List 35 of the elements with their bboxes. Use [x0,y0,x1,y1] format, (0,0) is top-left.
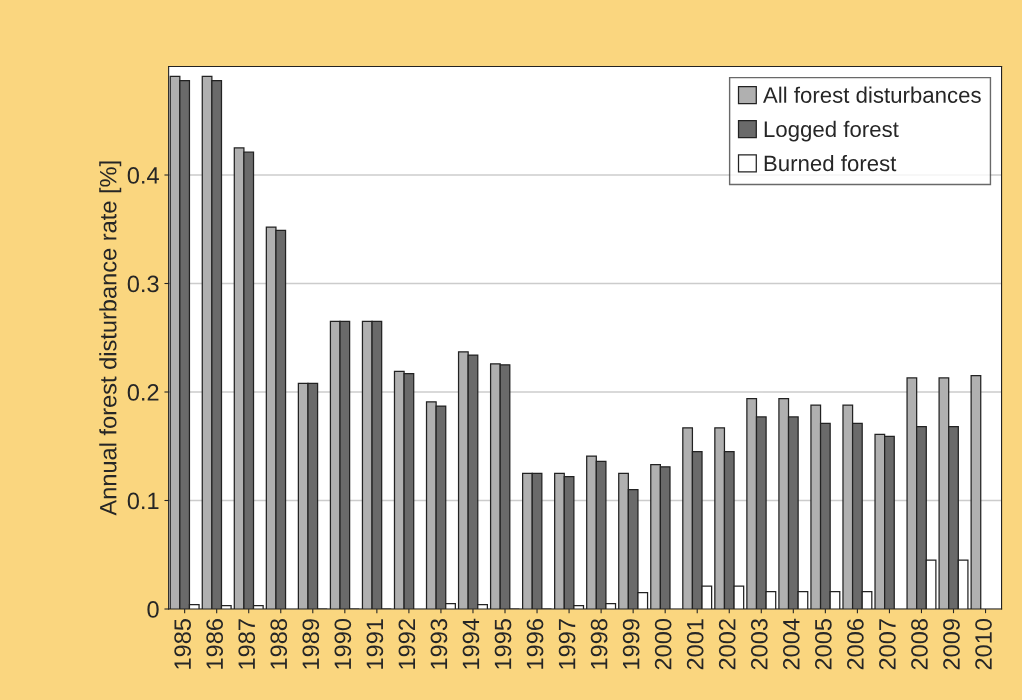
x-tick-label: 2006 [847,619,864,670]
x-tick-label: 1997 [558,619,576,669]
x-tick-label: 1987 [238,619,256,669]
legend-label: Logged forest [764,120,899,142]
x-tick-label: 1998 [590,619,608,669]
x-tick-label: 1985 [174,619,191,669]
legend-label: All forest disturbances [763,86,981,103]
x-tick-label: 1993 [430,619,448,669]
legend-label: Burned forest [764,154,897,172]
y-tick-label: 0.2 [127,384,159,401]
y-tick-label: 0.1 [127,492,159,510]
x-tick-label: 1991 [366,619,384,669]
x-tick-label: 1996 [526,619,544,669]
y-tick-label: 0.3 [127,275,159,293]
y-tick-label: 0.4 [127,167,159,184]
x-tick-label: 2003 [750,619,768,670]
x-tick-label: 2004 [782,618,800,670]
x-tick-label: 1999 [622,619,640,669]
x-tick-label: 2008 [911,619,928,670]
y-tick-label: 0 [147,601,159,618]
x-tick-label: 2009 [943,619,960,670]
x-tick-label: 2005 [814,619,832,670]
x-tick-label: 1994 [462,618,480,669]
x-tick-label: 1995 [494,619,512,669]
x-tick-label: 2007 [879,619,896,670]
y-axis-title: Annual forest disturbance rate [%] [99,161,122,516]
x-tick-label: 2001 [686,619,704,670]
x-tick-label: 1990 [334,618,352,669]
x-tick-label: 1989 [302,619,320,669]
x-tick-label: 2002 [718,619,736,670]
x-tick-label: 2000 [654,618,672,670]
x-tick-label: 1986 [206,619,224,669]
x-tick-label: 2010 [975,618,992,670]
x-tick-label: 1992 [398,619,416,669]
x-tick-label: 1988 [270,619,288,669]
